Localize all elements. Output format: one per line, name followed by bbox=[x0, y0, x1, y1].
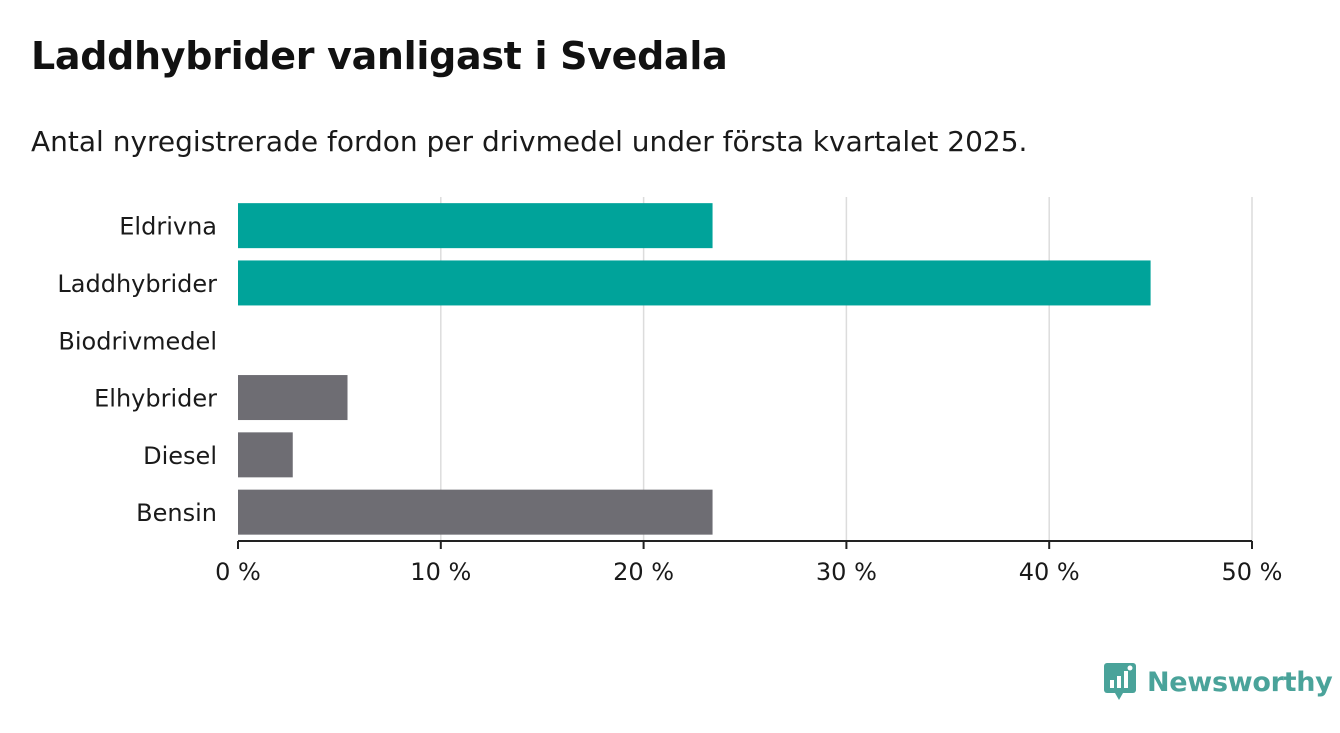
category-label: Diesel bbox=[143, 442, 217, 470]
brand-name: Newsworthy bbox=[1147, 666, 1333, 698]
x-tick-label: 50 % bbox=[1222, 558, 1283, 586]
category-label: Biodrivmedel bbox=[58, 327, 217, 355]
category-label: Laddhybrider bbox=[57, 270, 217, 298]
bar bbox=[238, 489, 713, 535]
category-label: Elhybrider bbox=[94, 385, 217, 413]
x-tick-label: 0 % bbox=[215, 558, 261, 586]
bar bbox=[238, 203, 713, 249]
x-tick-label: 40 % bbox=[1019, 558, 1080, 586]
x-tick-label: 20 % bbox=[613, 558, 674, 586]
bar bbox=[238, 375, 348, 421]
category-label: Eldrivna bbox=[119, 213, 217, 241]
chart-title: Laddhybrider vanligast i Svedala bbox=[31, 34, 728, 78]
x-tick-label: 10 % bbox=[410, 558, 471, 586]
brand-logo: Newsworthy bbox=[1103, 662, 1333, 702]
category-label: Bensin bbox=[136, 499, 217, 527]
newsworthy-logo-icon bbox=[1104, 663, 1136, 700]
bar bbox=[238, 260, 1151, 306]
chart-subtitle: Antal nyregistrerade fordon per drivmede… bbox=[31, 125, 1028, 158]
x-tick-label: 30 % bbox=[816, 558, 877, 586]
bar bbox=[238, 432, 293, 478]
